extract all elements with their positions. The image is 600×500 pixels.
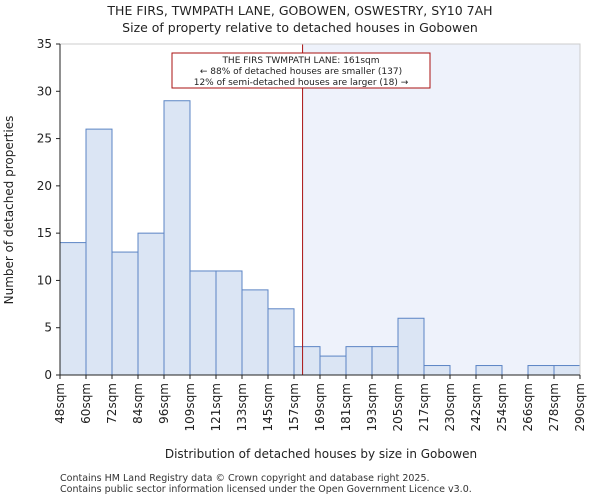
bar-121sqm bbox=[215, 270, 243, 376]
x-axis: 48sqm 60sqm 72sqm 84sqm 96sqm 109sqm 121sqm 133… bbox=[53, 374, 587, 431]
annotation-line-3: 12% of semi-detached houses are larger (… bbox=[194, 78, 409, 88]
x-tick-label: 254sqm bbox=[495, 383, 509, 431]
y-tick-label: 30 bbox=[37, 84, 52, 98]
bar-60sqm bbox=[85, 128, 113, 376]
annotation-box: THE FIRS TWMPATH LANE: 161sqm ← 88% of d… bbox=[171, 52, 431, 89]
x-tick-label: 145sqm bbox=[261, 383, 275, 431]
bar-217sqm bbox=[423, 365, 451, 376]
x-tick-label: 193sqm bbox=[365, 383, 379, 431]
x-tick-label: 72sqm bbox=[105, 383, 119, 424]
y-axis-label: Number of detached properties bbox=[2, 116, 16, 305]
x-tick-label: 278sqm bbox=[547, 383, 561, 431]
x-tick-label: 96sqm bbox=[157, 383, 171, 424]
bar-181sqm bbox=[345, 346, 373, 376]
x-tick-label: 133sqm bbox=[235, 383, 249, 431]
y-axis: 0 5 10 15 20 25 30 35 bbox=[37, 37, 61, 382]
y-tick-label: 20 bbox=[37, 179, 52, 193]
bar-84sqm bbox=[137, 232, 165, 376]
bar-72sqm bbox=[111, 251, 139, 376]
annotation-line-1: THE FIRS TWMPATH LANE: 161sqm bbox=[221, 56, 379, 66]
x-tick-label: 48sqm bbox=[53, 383, 67, 424]
annotation-line-2: ← 88% of detached houses are smaller (13… bbox=[200, 67, 402, 77]
footer-line-1: Contains HM Land Registry data © Crown c… bbox=[60, 473, 430, 484]
bar-109sqm bbox=[189, 270, 217, 376]
bar-266sqm bbox=[527, 365, 555, 376]
x-tick-label: 60sqm bbox=[79, 383, 93, 424]
bar-169sqm bbox=[319, 355, 347, 376]
x-tick-label: 242sqm bbox=[469, 383, 483, 431]
x-tick-label: 230sqm bbox=[443, 383, 457, 431]
bar-157sqm bbox=[293, 346, 321, 376]
x-tick-label: 217sqm bbox=[417, 383, 431, 431]
annotation-frame bbox=[171, 52, 431, 89]
bar-145sqm bbox=[267, 308, 295, 376]
bar-96sqm bbox=[163, 100, 191, 376]
x-tick-label: 169sqm bbox=[313, 383, 327, 431]
x-tick-label: 109sqm bbox=[183, 383, 197, 431]
y-tick-label: 25 bbox=[37, 132, 52, 146]
footer-line-2: Contains public sector information licen… bbox=[60, 484, 472, 495]
x-tick-label: 84sqm bbox=[131, 383, 145, 424]
x-axis-label: Distribution of detached houses by size … bbox=[165, 447, 477, 461]
larger-region-shade bbox=[302, 44, 580, 375]
x-tick-label: 181sqm bbox=[339, 383, 353, 431]
bar-242sqm bbox=[475, 365, 503, 376]
x-tick-label: 121sqm bbox=[209, 383, 223, 431]
bar-chart: 0 5 10 15 20 25 30 35 48sqm 60sqm 72sqm 84sqm 96sqm… bbox=[2, 37, 587, 461]
bar-48sqm bbox=[59, 242, 87, 376]
plot-area bbox=[59, 43, 581, 376]
bar-205sqm bbox=[397, 317, 425, 376]
bar-193sqm bbox=[371, 346, 399, 376]
x-tick-label: 205sqm bbox=[391, 383, 405, 431]
x-tick-label: 157sqm bbox=[287, 383, 301, 431]
x-tick-label: 290sqm bbox=[573, 383, 587, 431]
chart-subtitle: Size of property relative to detached ho… bbox=[122, 20, 478, 35]
y-tick-label: 35 bbox=[37, 37, 52, 51]
chart-title: THE FIRS, TWMPATH LANE, GOBOWEN, OSWESTR… bbox=[107, 3, 493, 18]
bar-133sqm bbox=[241, 289, 269, 376]
y-tick-label: 5 bbox=[44, 321, 52, 335]
y-tick-label: 15 bbox=[37, 226, 52, 240]
x-tick-label: 266sqm bbox=[521, 383, 535, 431]
y-tick-label: 0 bbox=[44, 368, 52, 382]
y-tick-label: 10 bbox=[37, 273, 52, 287]
bar-278sqm bbox=[553, 365, 581, 376]
